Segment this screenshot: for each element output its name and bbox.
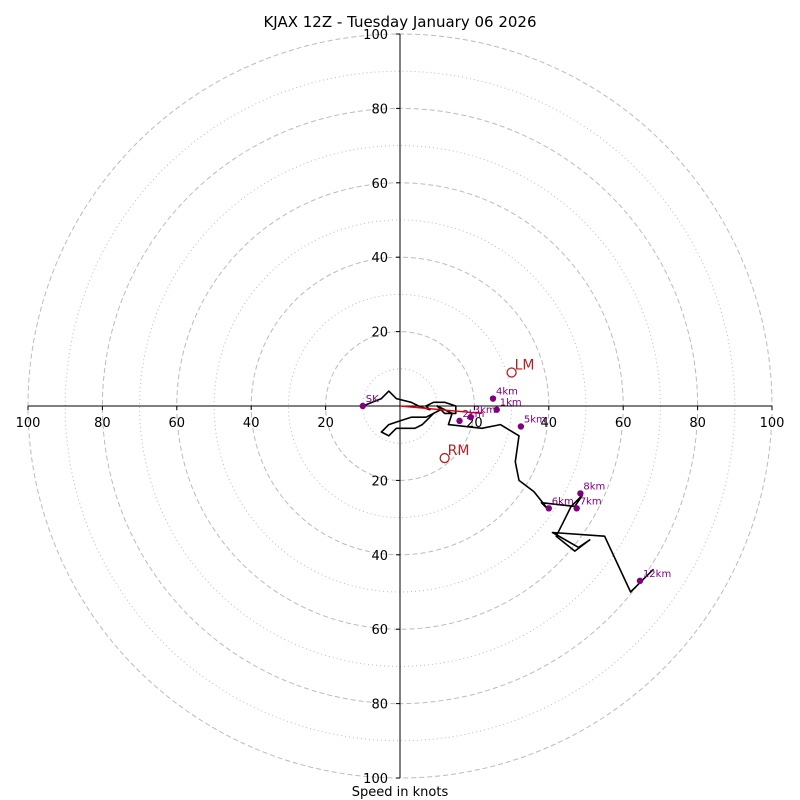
storm-motion-markers: LM RM xyxy=(439,358,535,464)
height-label-7km: 7km xyxy=(580,496,602,507)
tick-label-right-40: 40 xyxy=(541,416,558,431)
tick-label-right-60: 60 xyxy=(615,416,632,431)
height-marker-8km xyxy=(577,490,584,497)
tick-labels: 2020202040404040606060608080808010010010… xyxy=(16,28,785,787)
tick-label-right-80: 80 xyxy=(689,416,706,431)
storm-motion-label-rm: RM xyxy=(448,443,470,459)
height-label-2km: 2km xyxy=(463,409,485,420)
tick-label-top-80: 80 xyxy=(371,102,388,117)
tick-label-top-20: 20 xyxy=(371,326,388,341)
tick-label-bottom-60: 60 xyxy=(371,623,388,638)
height-marker-sk xyxy=(359,402,366,410)
tick-label-left-100: 100 xyxy=(16,416,41,431)
shear-vector xyxy=(399,405,482,415)
tick-label-bottom-40: 40 xyxy=(371,549,388,564)
height-label-3km: 3km xyxy=(474,405,496,416)
storm-motion-lm xyxy=(506,367,517,378)
tick-label-bottom-80: 80 xyxy=(371,698,388,713)
height-marker-7km xyxy=(573,505,580,512)
height-marker-1km xyxy=(493,406,500,413)
x-axis-label: Speed in knots xyxy=(352,785,449,800)
height-label-sk: SK xyxy=(366,394,379,405)
height-marker-2km xyxy=(456,417,463,425)
hodograph-trace xyxy=(362,390,654,593)
height-label-5km: 5km xyxy=(524,414,546,425)
hodograph-series xyxy=(362,390,654,593)
height-marker-5km xyxy=(517,423,525,430)
hodograph-trace-lower xyxy=(380,408,442,437)
height-marker-4km xyxy=(489,395,497,402)
chart-title: KJAX 12Z - Tuesday January 06 2026 xyxy=(263,13,536,31)
tick-label-right-100: 100 xyxy=(760,416,785,431)
height-marker-3km xyxy=(467,413,474,421)
height-label-6km: 6km xyxy=(552,496,574,507)
height-marker-6km xyxy=(545,505,552,512)
height-label-1km: 1km xyxy=(500,398,522,409)
tick-label-left-60: 60 xyxy=(169,416,186,431)
height-marker-12km xyxy=(636,577,644,585)
storm-motion-rm xyxy=(439,452,450,464)
storm-motion-label-lm: LM xyxy=(515,358,535,374)
tick-label-bottom-100: 100 xyxy=(363,772,388,787)
tick-label-left-40: 40 xyxy=(243,416,260,431)
tick-label-bottom-20: 20 xyxy=(371,474,388,489)
tick-label-top-100: 100 xyxy=(363,28,388,43)
height-label-12km: 12km xyxy=(643,569,671,580)
tick-label-left-20: 20 xyxy=(317,416,334,431)
tick-label-left-80: 80 xyxy=(94,416,111,431)
height-label-4km: 4km xyxy=(496,387,518,398)
tick-label-top-60: 60 xyxy=(371,177,388,192)
height-label-8km: 8km xyxy=(583,481,605,492)
tick-label-top-40: 40 xyxy=(371,251,388,266)
